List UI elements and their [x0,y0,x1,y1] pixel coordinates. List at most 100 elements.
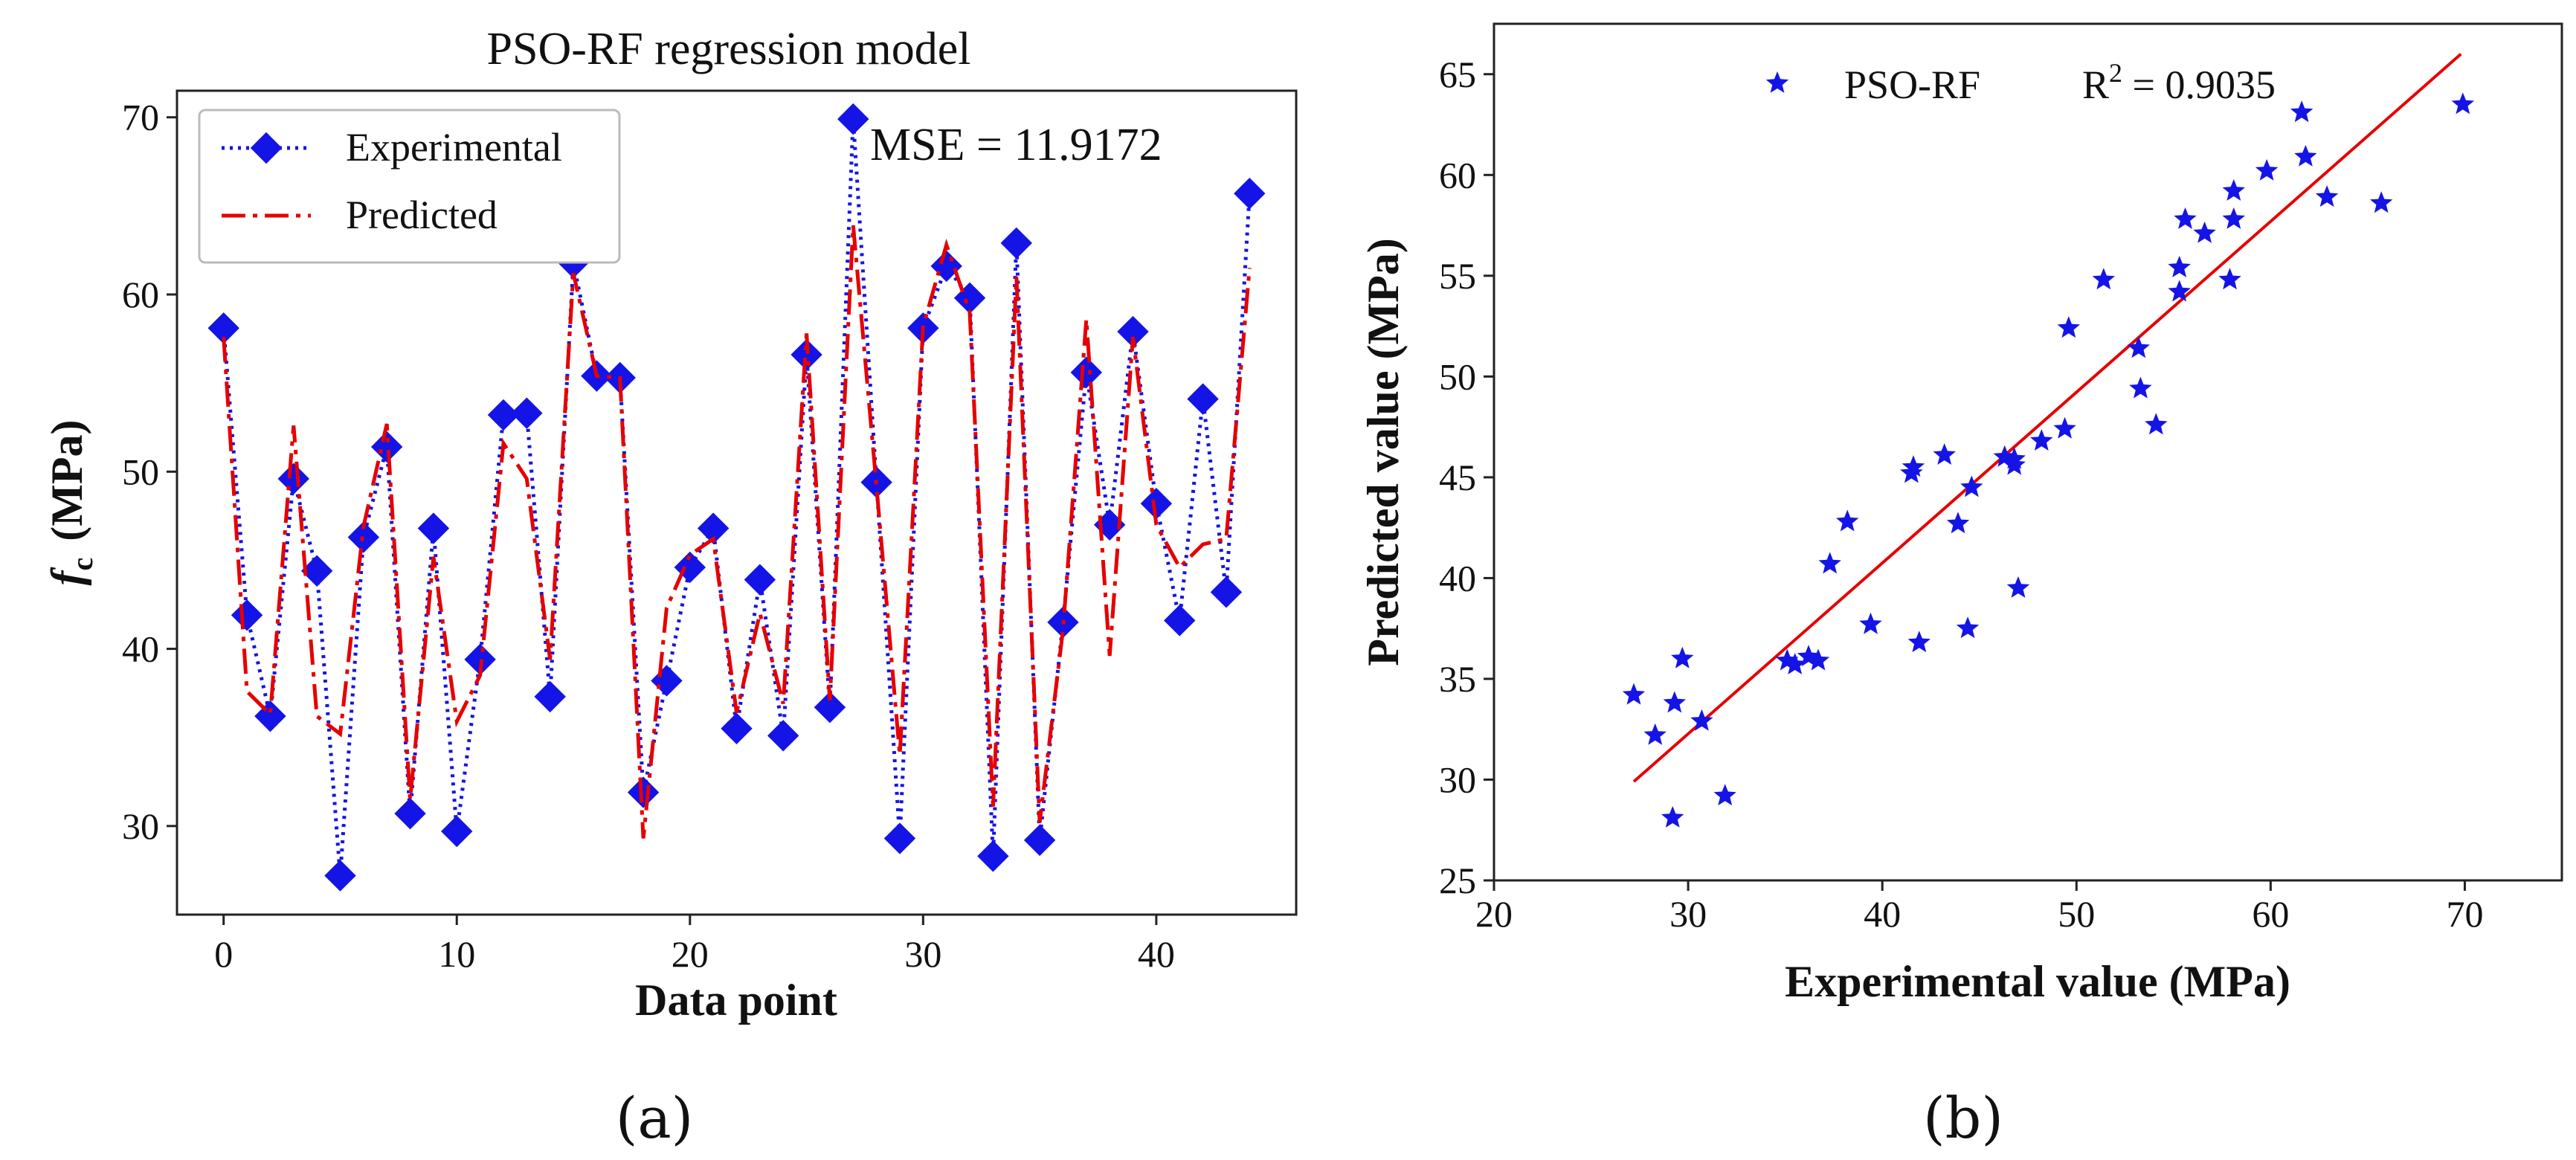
chart-b-scatter-chart: 20 30 40 50 60 70 25 30 35 40 45 50 55 60 65 PSO-RF R2… [1359,22,2563,1151]
chart-b-legend: PSO-RF R2 = 0.9035 [1765,58,2276,107]
experimental-point [1140,487,1173,520]
chart-b-ytick-label: 60 [1439,154,1476,196]
scatter-star-point [2222,207,2245,229]
scatter-star-point [2127,336,2150,358]
experimental-point [977,840,1009,872]
scatter-star-point [1690,709,1713,731]
scatter-star-point [2255,158,2279,181]
chart-b-ytick-label: 35 [1439,658,1476,700]
experimental-point [417,512,450,544]
experimental-point [767,720,799,752]
chart-b-ytick-label: 65 [1439,54,1476,95]
experimental-point [441,815,473,848]
scatter-star-point [1643,723,1667,745]
experimental-point [651,665,683,697]
legend-r2-value: = 0.9035 [2122,62,2276,107]
scatter-star-point [1776,648,1799,671]
chart-b-fit-line [1632,53,2462,783]
experimental-point [1000,227,1032,260]
legend-experimental-diamond [250,132,283,164]
chart-a-xtick-label: 0 [214,933,233,975]
experimental-point [883,822,916,854]
experimental-point [1117,315,1149,348]
experimental-point [790,338,822,371]
experimental-point [744,564,776,596]
experimental-point [370,431,403,463]
experimental-point [207,312,239,344]
scatter-star-point [2092,268,2115,290]
experimental-point [1187,383,1219,415]
scatter-star-point [1956,616,1980,639]
scatter-star-point [1783,653,1806,674]
chart-a-legend: Experimental Predicted [198,109,621,264]
scatter-star-point [2315,185,2339,207]
scatter-star-point [1818,552,1841,574]
chart-b-xtick-label: 60 [2252,893,2289,935]
scatter-star-point [2451,92,2475,115]
experimental-point [814,691,846,724]
experimental-point [1210,576,1243,608]
chart-b-ytick-label: 25 [1439,860,1476,901]
chart-a-xtick-label: 20 [672,933,709,975]
chart-b-plot-frame [1493,22,2563,882]
legend-r2-label: R2 = 0.9035 [2082,58,2276,107]
scatter-star-point [2053,416,2076,439]
experimental-point [1023,824,1056,857]
chart-a-xtick-label: 10 [438,933,475,975]
scatter-star-point [1622,683,1646,705]
legend-predicted-label: Predicted [346,193,498,237]
experimental-point [324,860,356,892]
scatter-star-point [1713,784,1736,806]
chart-a-plot-frame [176,89,1298,916]
chart-a-xlabel: Data point [635,976,837,1025]
scatter-star-point [1902,455,1925,477]
legend-r2-superscript: 2 [2109,58,2122,88]
experimental-point [394,797,426,830]
chart-a-ticks: 0 10 20 30 40 30 40 50 60 70 [122,97,1175,975]
chart-b-ytick-label: 45 [1439,457,1476,498]
chart-a-ytick-label: 30 [122,805,159,847]
chart-a-ytick-label: 50 [122,451,159,492]
legend-experimental-label: Experimental [346,125,562,170]
experimental-point [953,282,986,315]
scatter-star-point [1946,512,1970,534]
chart-b-xtick-label: 30 [1669,893,1707,935]
scatter-star-point [2193,221,2216,243]
scatter-star-point [2057,316,2080,338]
chart-a-ytick-label: 70 [122,97,159,138]
scatter-star-point [1907,631,1931,653]
legend-pso-rf-label: PSO-RF [1844,62,1980,107]
chart-a-xtick-label: 30 [904,933,941,975]
chart-b-scatter-points [1622,92,2475,828]
chart-b-xtick-label: 50 [2058,893,2095,935]
chart-a-line-chart: PSO-RF regression model 0 10 20 30 40 30 40 50 6… [42,24,1298,1151]
chart-a-ylabel: fc(MPa) [42,420,99,586]
panel-label-b: (b) [1923,1085,2003,1151]
chart-b-xlabel: Experimental value (MPa) [1785,957,2290,1006]
scatter-star-point [2145,413,2168,435]
chart-a-ytick-label: 60 [122,274,159,315]
scatter-star-point [2003,447,2026,469]
scatter-star-point [2218,268,2241,290]
chart-a-ylabel-subscript: c [65,558,99,571]
scatter-star-point [2174,207,2197,229]
chart-a-xtick-label: 40 [1138,933,1175,975]
scatter-star-point [1671,646,1694,668]
scatter-star-point [1806,648,1830,671]
experimental-point [231,599,263,631]
chart-b-xtick-label: 20 [1475,893,1513,935]
chart-b-xtick-label: 40 [1864,893,1901,935]
scatter-star-point [1836,509,1859,532]
chart-b-ytick-label: 40 [1439,557,1476,599]
chart-b-ticks: 20 30 40 50 60 70 25 30 35 40 45 50 55 60 65 [1439,54,2483,935]
experimental-point [1164,605,1196,637]
chart-b-xtick-label: 70 [2446,893,2483,935]
chart-b-ylabel: Predicted value (MPa) [1359,238,1408,666]
scatter-star-point [2030,429,2053,451]
scatter-star-point [1661,806,1684,828]
panel-label-a: (a) [616,1085,694,1151]
chart-a-series-predicted [222,225,1252,839]
experimental-point [277,463,309,495]
experimental-point [721,712,753,745]
